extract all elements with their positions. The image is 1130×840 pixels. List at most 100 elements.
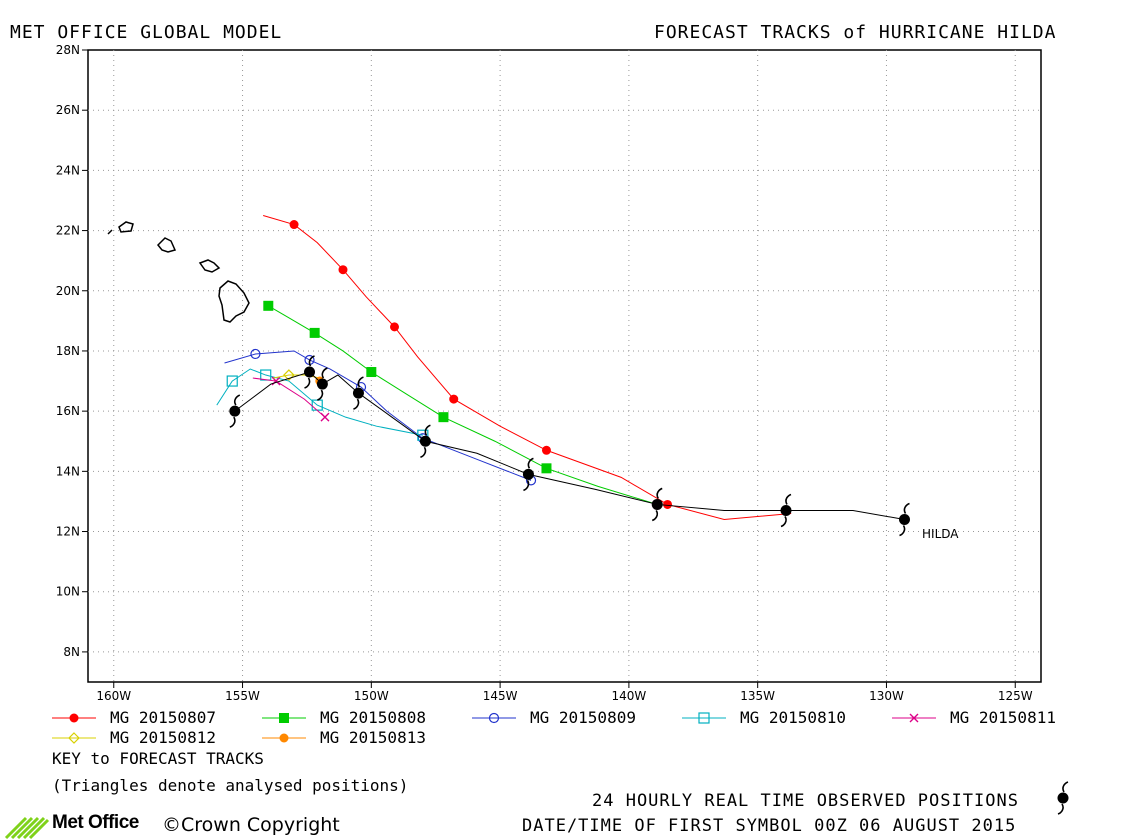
forecast-point: [250, 348, 261, 360]
observed-positions-label: 24 HOURLY REAL TIME OBSERVED POSITIONS: [592, 791, 1019, 811]
hurricane-arm-bottom: [304, 377, 311, 389]
key-title: KEY to FORECAST TRACKS: [52, 749, 264, 768]
x-tick-label: 125W: [998, 689, 1033, 703]
legend-entry: MG 20150810: [740, 708, 846, 727]
island-hawaii: [218, 280, 250, 323]
hurricane-arm-bottom: [420, 446, 427, 458]
island-maui-molokai: [198, 259, 221, 273]
forecast-point: [283, 369, 295, 381]
y-tick-label: 18N: [56, 344, 80, 358]
hurricane-eye: [316, 378, 328, 390]
legend-entry: MG 20150812: [110, 728, 216, 747]
legend-entry: MG 20150811: [950, 708, 1056, 727]
hurricane-arm-top: [308, 355, 315, 367]
hurricane-arm-bottom: [780, 516, 787, 528]
grid-lines: [88, 50, 1041, 682]
x-tick-label: 160W: [96, 689, 131, 703]
hurricane-arm-top: [233, 394, 241, 406]
observed-position-icon: [651, 487, 663, 522]
hurricane-arm-bottom: [229, 416, 236, 428]
observed-track-line: [234, 371, 905, 520]
observed-position-icon: [898, 502, 910, 537]
observed-position-icon: [522, 457, 534, 492]
hurricane-eye: [522, 468, 534, 480]
forecast-point: [320, 412, 330, 422]
hurricane-arm-top: [785, 493, 792, 505]
y-tick-label: 24N: [56, 163, 80, 177]
x-tick-label: 130W: [869, 689, 904, 703]
forecast-point: [449, 394, 459, 404]
legend-entry: MG 20150808: [320, 708, 426, 727]
hurricane-arm-top: [903, 502, 910, 514]
forecast-point: [438, 412, 449, 423]
plot-frame: [87, 49, 1042, 683]
storm-label: HILDA: [922, 527, 959, 541]
island-niihau: [107, 229, 113, 235]
x-tick-label: 145W: [483, 689, 518, 703]
forecast-point: [338, 265, 348, 275]
met-office-logo-icon: [4, 816, 50, 840]
hurricane-arm-bottom: [1057, 803, 1064, 815]
x-tick-label: 155W: [225, 689, 260, 703]
legend-marker: [909, 713, 919, 723]
hurricane-arm-bottom: [317, 389, 324, 401]
hurricane-arm-bottom: [353, 398, 360, 410]
y-tick-label: 14N: [56, 464, 80, 478]
legend-entry: MG 20150813: [320, 728, 426, 747]
y-tick-label: 28N: [56, 43, 80, 57]
hurricane-eye: [304, 366, 316, 378]
hurricane-arm-top: [424, 424, 431, 436]
x-tick-label: 150W: [354, 689, 389, 703]
forecast-track-line: [216, 368, 423, 436]
hurricane-eye: [419, 435, 431, 447]
observed-symbol-key-icon: [1057, 781, 1069, 815]
legend-marker: [279, 733, 289, 743]
forecast-tracks: [216, 215, 792, 520]
x-axis-ticks: 160W 155W 150W 145W 140W 135W 130W 125W: [96, 682, 1033, 703]
island-kauai: [118, 221, 134, 233]
y-tick-label: 8N: [63, 645, 80, 659]
hurricane-arm-bottom: [899, 525, 906, 537]
y-tick-label: 22N: [56, 224, 80, 238]
forecast-point: [289, 220, 299, 230]
hurricane-arm-bottom: [651, 510, 659, 522]
island-oahu: [156, 237, 177, 253]
legend-marker: [698, 712, 710, 724]
y-tick-label: 12N: [56, 525, 80, 539]
first-symbol-datetime: DATE/TIME OF FIRST SYMBOL 00Z 06 AUGUST …: [522, 816, 1017, 836]
hurricane-eye: [229, 405, 241, 417]
observed-position-icon: [316, 367, 328, 401]
key-note: (Triangles denote analysed positions): [52, 776, 409, 795]
observed-position-icon: [304, 355, 316, 389]
forecast-series-1: [263, 300, 658, 505]
hurricane-arm-top: [357, 376, 364, 388]
observed-position-icon: [352, 376, 364, 410]
legend-markers: [52, 712, 936, 744]
legend-marker: [68, 732, 80, 744]
met-office-logo-text: Met Office: [52, 812, 139, 833]
x-tick-label: 140W: [612, 689, 647, 703]
legend-marker: [488, 712, 500, 724]
hurricane-eye: [352, 387, 364, 399]
forecast-series-3: [216, 368, 429, 441]
forecast-point: [390, 322, 400, 332]
copyright-notice: ©Crown Copyright: [162, 814, 340, 836]
forecast-track-line: [268, 305, 658, 505]
y-tick-label: 16N: [56, 404, 80, 418]
legend-entry: MG 20150807: [110, 708, 216, 727]
y-axis-ticks: 8N 10N 12N 14N 16N 18N 20N 22N 24N 26N 28N: [56, 43, 88, 659]
forecast-series-4: [252, 376, 330, 422]
forecast-track-line: [224, 350, 532, 481]
legend-marker: [69, 713, 79, 723]
y-tick-label: 26N: [56, 103, 80, 117]
hawaii-islands: [107, 221, 250, 323]
hurricane-arm-top: [527, 457, 534, 469]
forecast-point: [663, 499, 673, 509]
observed-position-icon: [419, 424, 431, 458]
hurricane-arm-top: [321, 367, 328, 379]
forecast-point: [263, 300, 274, 311]
hurricane-eye: [1057, 792, 1069, 804]
header-right-title: FORECAST TRACKS of HURRICANE HILDA: [654, 22, 1057, 43]
observed-symbol-legend-icon: [1057, 781, 1069, 815]
